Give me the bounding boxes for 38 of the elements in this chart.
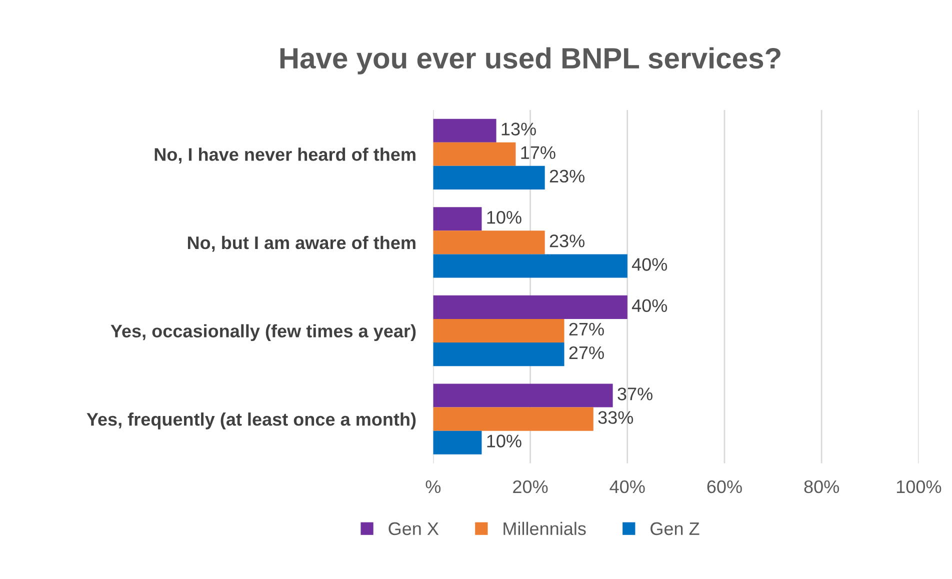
- y-tick-label: No, I have never heard of them: [154, 148, 416, 164]
- legend-label: Millennials: [504, 522, 586, 536]
- bar: [433, 230, 545, 254]
- data-label: 40%: [632, 299, 668, 312]
- data-label: 33%: [598, 411, 634, 424]
- data-label: 40%: [632, 258, 668, 271]
- x-tick-label: 100%: [896, 480, 942, 494]
- x-tick-label: 60%: [707, 480, 742, 494]
- legend-label: Gen X: [388, 522, 439, 536]
- bar: [433, 318, 564, 343]
- x-tick-label: %: [426, 480, 441, 494]
- y-tick-label: No, but I am aware of them: [188, 236, 416, 252]
- x-tick-label: 40%: [610, 480, 645, 494]
- bar: [433, 207, 482, 231]
- y-tick-label: Yes, occasionally (few times a year): [110, 324, 416, 342]
- chart-title: Have you ever used BNPL services?: [280, 47, 780, 74]
- bar: [433, 142, 516, 166]
- bar: [433, 430, 482, 454]
- bar: [433, 254, 628, 278]
- bar: [433, 384, 613, 408]
- bar: [433, 166, 545, 190]
- bar: [433, 407, 594, 431]
- x-tick-label: 20%: [513, 480, 548, 494]
- data-label: 17%: [521, 146, 556, 159]
- bar: [433, 295, 628, 319]
- data-label: 27%: [569, 346, 604, 360]
- data-label: 10%: [487, 210, 522, 224]
- legend-label: Gen Z: [650, 522, 700, 536]
- x-tick-label: 80%: [804, 480, 840, 494]
- bar: [433, 342, 564, 366]
- data-label: 23%: [550, 170, 584, 183]
- data-label: 27%: [569, 322, 604, 336]
- y-tick-label: Yes, frequently (at least once a month): [86, 412, 416, 430]
- data-label: 10%: [487, 434, 522, 448]
- data-label: 13%: [502, 122, 536, 136]
- bar: [433, 118, 496, 142]
- data-label: 23%: [550, 234, 584, 248]
- data-label: 37%: [618, 388, 652, 400]
